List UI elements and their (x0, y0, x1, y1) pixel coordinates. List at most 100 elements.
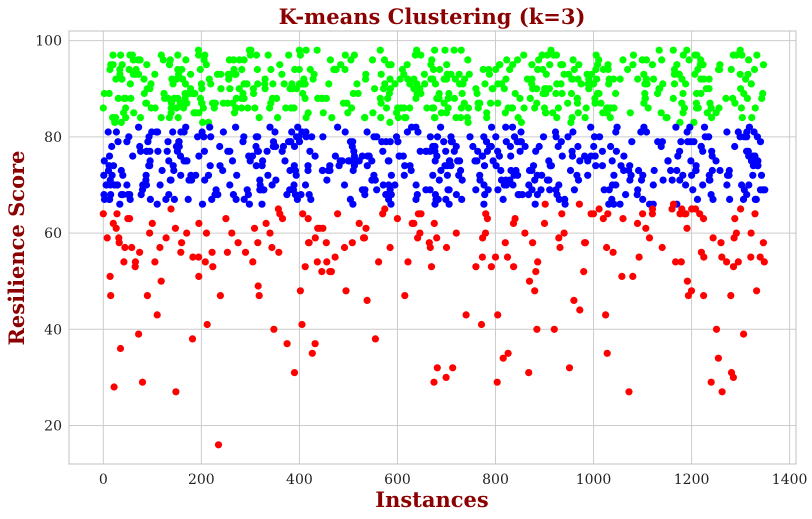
cluster-1-point (502, 123, 510, 131)
cluster-0-point (313, 46, 321, 54)
cluster-0-point (179, 75, 187, 83)
x-tick-label: 800 (482, 472, 509, 488)
cluster-1-point (136, 142, 144, 151)
cluster-0-point (557, 61, 565, 69)
cluster-2-point (687, 287, 696, 295)
cluster-0-point (708, 114, 716, 122)
cluster-0-point (381, 80, 389, 88)
cluster-1-point (177, 128, 185, 136)
cluster-1-point (637, 128, 645, 136)
cluster-1-point (206, 123, 214, 131)
cluster-1-point (552, 133, 560, 141)
cluster-0-point (655, 46, 663, 54)
cluster-1-point (361, 191, 369, 199)
cluster-0-point (435, 94, 443, 102)
cluster-2-point (290, 369, 299, 377)
cluster-0-point (252, 51, 261, 59)
cluster-2-point (334, 210, 342, 218)
cluster-2-point (740, 330, 748, 338)
cluster-2-point (668, 205, 676, 213)
x-tick-label: 200 (188, 472, 215, 488)
cluster-1-point (635, 166, 643, 175)
cluster-0-point (457, 114, 465, 122)
cluster-1-point (170, 195, 178, 203)
cluster-1-point (440, 138, 448, 146)
cluster-0-point (112, 114, 120, 122)
cluster-2-point (379, 210, 387, 218)
cluster-1-point (473, 157, 481, 165)
cluster-2-point (305, 239, 313, 247)
cluster-0-point (658, 56, 666, 64)
cluster-1-point (708, 166, 716, 175)
cluster-1-point (508, 123, 517, 131)
cluster-0-point (243, 80, 251, 88)
cluster-1-point (450, 147, 458, 155)
cluster-2-point (188, 335, 197, 343)
cluster-0-point (648, 61, 657, 69)
cluster-0-point (445, 89, 453, 98)
cluster-0-point (254, 80, 262, 88)
cluster-0-point (109, 61, 117, 69)
cluster-2-point (151, 258, 159, 266)
cluster-2-point (318, 268, 326, 276)
cluster-2-point (99, 210, 107, 218)
cluster-0-point (513, 56, 522, 64)
cluster-0-point (678, 99, 686, 107)
data-points (99, 46, 769, 449)
cluster-2-point (195, 272, 203, 280)
cluster-1-point (472, 186, 480, 194)
cluster-0-point (458, 89, 466, 98)
cluster-2-point (737, 205, 745, 213)
cluster-0-point (520, 51, 528, 59)
cluster-2-point (560, 229, 568, 237)
cluster-1-point (258, 200, 266, 208)
cluster-0-point (225, 56, 233, 64)
cluster-0-point (685, 56, 693, 64)
cluster-0-point (238, 104, 246, 112)
cluster-0-point (455, 70, 463, 78)
cluster-0-point (302, 46, 310, 54)
cluster-0-point (199, 118, 207, 126)
cluster-0-point (492, 65, 500, 74)
cluster-1-point (442, 195, 450, 203)
cluster-1-point (386, 138, 394, 146)
cluster-0-point (496, 61, 504, 69)
cluster-1-point (590, 142, 598, 151)
cluster-2-point (275, 248, 283, 256)
cluster-2-point (276, 210, 284, 218)
cluster-0-point (568, 75, 576, 83)
cluster-0-point (235, 85, 243, 93)
cluster-1-point (334, 123, 342, 131)
cluster-0-point (440, 99, 448, 107)
cluster-2-point (404, 258, 412, 266)
cluster-0-point (676, 118, 684, 126)
cluster-2-point (477, 320, 486, 329)
cluster-0-point (344, 109, 352, 117)
cluster-0-point (545, 85, 554, 93)
cluster-2-point (171, 224, 179, 232)
cluster-2-point (308, 349, 316, 357)
cluster-2-point (299, 210, 307, 218)
cluster-0-point (386, 118, 394, 126)
cluster-0-point (663, 114, 671, 122)
cluster-0-point (174, 51, 182, 59)
cluster-2-point (433, 364, 441, 372)
cluster-2-point (683, 277, 692, 285)
y-tick-label: 40 (44, 322, 62, 338)
cluster-1-point (435, 176, 443, 184)
cluster-1-point (499, 195, 507, 203)
cluster-0-point (751, 104, 759, 112)
cluster-0-point (421, 80, 429, 88)
cluster-1-point (392, 133, 401, 141)
cluster-2-point (747, 253, 755, 261)
cluster-0-point (278, 70, 286, 78)
cluster-0-point (736, 70, 744, 78)
cluster-0-point (609, 75, 618, 83)
cluster-0-point (201, 51, 209, 59)
cluster-0-point (592, 51, 600, 59)
cluster-0-point (287, 104, 295, 112)
cluster-2-point (195, 219, 203, 227)
cluster-1-point (422, 186, 430, 194)
cluster-1-point (466, 133, 474, 141)
cluster-1-point (506, 142, 514, 151)
